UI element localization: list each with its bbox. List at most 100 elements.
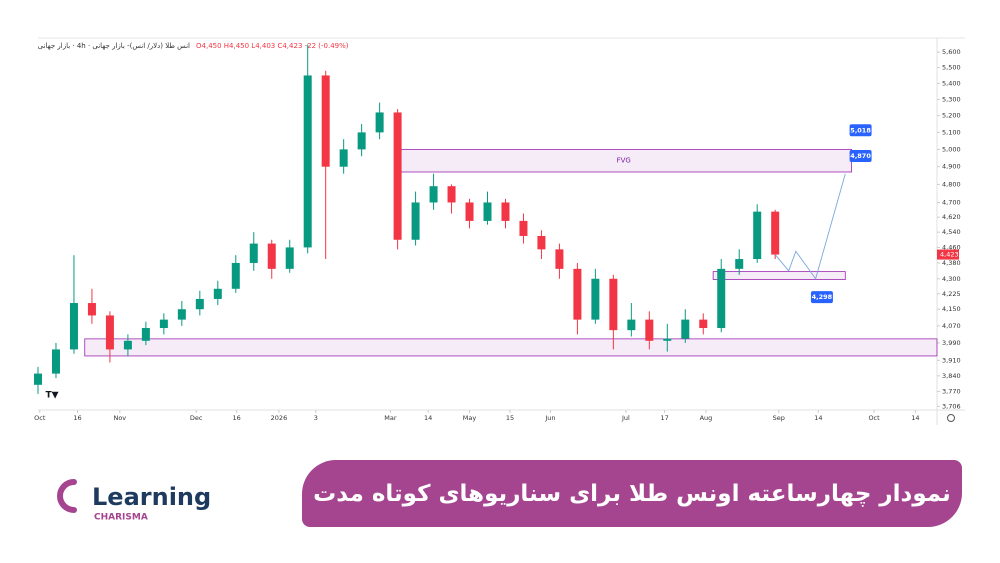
candle-body — [267, 243, 276, 269]
candle-body — [519, 220, 528, 236]
y-tick-label: 5,200 — [942, 112, 961, 120]
candle-body — [69, 303, 78, 350]
zone-label: FVG — [617, 157, 631, 165]
candle-body — [34, 373, 42, 385]
candle-body — [159, 319, 168, 329]
y-tick-label: 3,706 — [942, 402, 961, 410]
candle-body — [627, 319, 636, 331]
price-label-box — [849, 149, 872, 162]
candle-body — [465, 202, 474, 221]
candle-body — [285, 247, 294, 269]
candle-body — [231, 262, 240, 289]
candle-body — [249, 243, 258, 263]
y-tick-label: 3,990 — [942, 339, 961, 347]
candle-body — [303, 75, 312, 248]
price-label: 5,018 — [849, 124, 872, 137]
candle-body — [771, 211, 780, 255]
candle-body — [339, 149, 348, 167]
logo-name: Learning — [92, 483, 211, 511]
logo-sub: CHARISMA — [94, 513, 148, 523]
y-tick-label: 3,910 — [942, 356, 961, 364]
candle-body — [429, 186, 438, 203]
x-tick-label: 15 — [506, 414, 514, 422]
y-tick-label: 3,840 — [942, 372, 961, 380]
candle-body — [483, 202, 492, 221]
y-tick-label: 4,900 — [942, 163, 961, 171]
y-tick-label: 4,300 — [942, 275, 961, 283]
x-tick-label: 14 — [814, 414, 822, 422]
banner: نمودار چهارساعته اونس طلا برای سناریوهای… — [302, 460, 962, 527]
price-label-text: 4,870 — [850, 152, 871, 160]
candle-body — [213, 288, 222, 299]
y-tick-label: 5,100 — [942, 128, 961, 136]
y-tick-label: 5,400 — [942, 79, 961, 87]
svg-text:T▼: T▼ — [45, 391, 58, 401]
x-tick-label: Jul — [621, 414, 630, 422]
candle-body — [177, 309, 186, 320]
x-tick-label: Oct — [34, 414, 46, 422]
candle-body — [357, 132, 366, 150]
x-tick-label: Dec — [190, 414, 203, 422]
chart-title: انس طلا (دلار/ انس)- بازار جهانی · 4h · … — [38, 42, 190, 50]
candle-body — [699, 319, 708, 329]
x-tick-label: 16 — [233, 414, 241, 422]
x-tick-label: Mar — [384, 414, 397, 422]
y-tick-label: 4,225 — [942, 290, 961, 298]
chart: انس طلا (دلار/ انس)- بازار جهانی · 4h · … — [34, 37, 965, 425]
zone — [84, 338, 938, 357]
candle-body — [609, 278, 618, 331]
x-tick-label: Jun — [544, 414, 555, 422]
candle-body — [663, 338, 672, 341]
candle-body — [645, 319, 654, 341]
settings-icon[interactable] — [947, 414, 955, 422]
candle-body — [411, 202, 420, 240]
candle-body — [717, 268, 726, 329]
ohlc-readout: O4,450 H4,450 L4,403 C4,423 -22 (-0.49%) — [196, 42, 349, 50]
candle-body — [501, 202, 510, 221]
x-tick-label: 16 — [73, 414, 81, 422]
price-label-box — [810, 291, 833, 304]
candle-body — [123, 340, 132, 350]
y-tick-label: 5,600 — [942, 48, 961, 56]
candle-body — [447, 186, 456, 203]
candle-body — [321, 75, 330, 167]
zone — [712, 271, 846, 280]
candle-body — [375, 112, 384, 133]
y-tick-label: 4,540 — [942, 228, 961, 236]
candle-body — [591, 278, 600, 320]
candle-body — [735, 259, 744, 269]
candle-body — [573, 268, 582, 320]
candle-body — [555, 249, 564, 269]
last-price-label: 4,423 — [940, 251, 959, 259]
y-tick-label: 4,460 — [942, 243, 961, 251]
candle-body — [195, 298, 204, 310]
x-tick-label: Nov — [113, 414, 126, 422]
x-tick-label: 17 — [660, 414, 668, 422]
candle-body — [393, 112, 402, 240]
x-tick-label: 3 — [314, 414, 318, 422]
price-label-box — [849, 124, 872, 137]
x-tick-label: 14 — [424, 414, 432, 422]
tv-logo: T▼ — [44, 387, 60, 401]
price-label-text: 5,018 — [850, 126, 871, 134]
x-tick-label: Oct — [868, 414, 880, 422]
price-label-text: 4,298 — [812, 293, 833, 301]
y-tick-label: 3,770 — [942, 388, 961, 396]
y-tick-label: 4,150 — [942, 305, 961, 313]
x-tick-label: May — [463, 414, 477, 422]
candle-body — [87, 303, 96, 316]
logo-icon — [57, 479, 77, 513]
y-tick-label: 4,620 — [942, 213, 961, 221]
price-label: 4,298 — [810, 291, 833, 304]
candle-body — [753, 211, 762, 260]
x-tick-label: 14 — [911, 414, 919, 422]
projection-line — [774, 173, 846, 280]
x-tick-label: Sep — [773, 414, 785, 422]
y-tick-label: 5,300 — [942, 95, 961, 103]
x-tick-label: Aug — [700, 414, 713, 422]
y-tick-label: 5,000 — [942, 145, 961, 153]
y-tick-label: 4,800 — [942, 180, 961, 188]
last-price-box — [937, 249, 959, 260]
y-tick-label: 4,380 — [942, 259, 961, 267]
